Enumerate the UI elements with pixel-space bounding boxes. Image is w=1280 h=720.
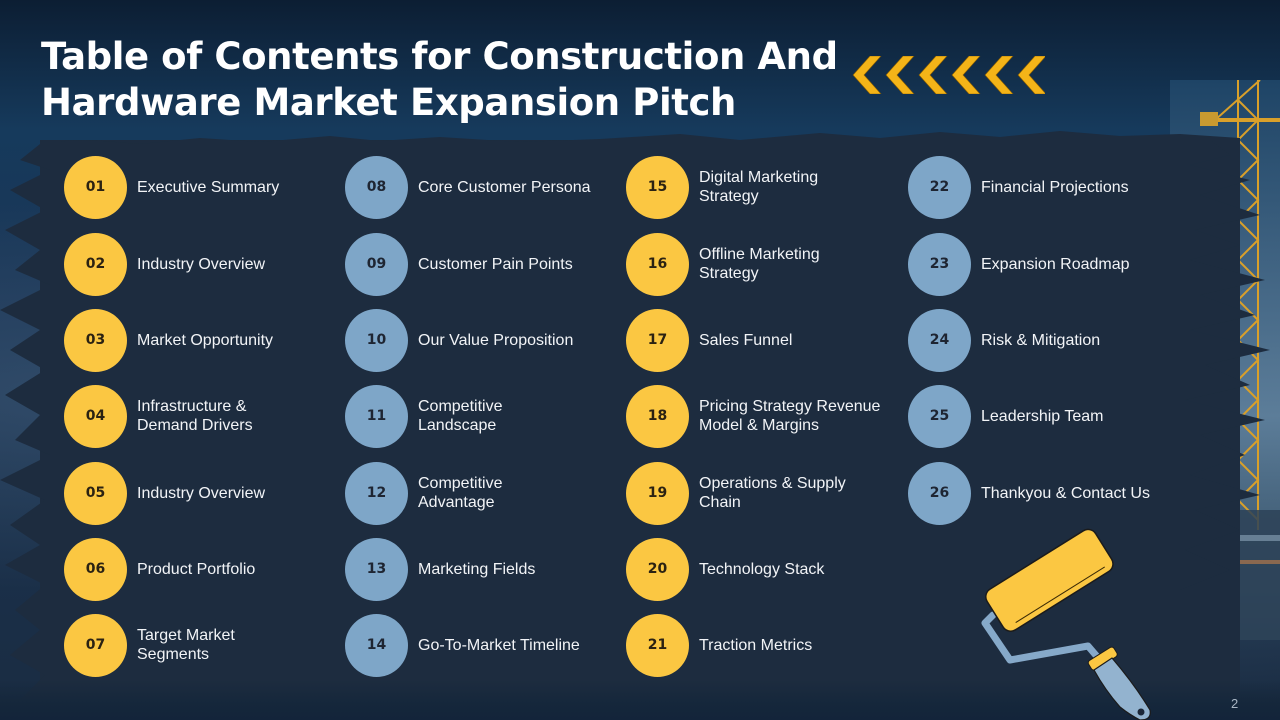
number-badge: 06 [64, 537, 127, 601]
toc-item-09[interactable]: 09 Customer Pain Points [345, 232, 573, 296]
number-badge: 09 [345, 232, 408, 296]
toc-label: Competitive Landscape [418, 398, 503, 434]
number-badge: 19 [626, 461, 689, 525]
toc-label: Financial Projections [981, 178, 1129, 196]
toc-label: Marketing Fields [418, 560, 536, 578]
toc-label: Operations & Supply Chain [699, 475, 846, 511]
number-badge: 11 [345, 384, 408, 448]
toc-label: Expansion Roadmap [981, 255, 1130, 273]
toc-item-19[interactable]: 19 Operations & Supply Chain [626, 461, 846, 525]
toc-item-21[interactable]: 21 Traction Metrics [626, 613, 812, 677]
toc-item-08[interactable]: 08 Core Customer Persona [345, 155, 591, 219]
toc-item-25[interactable]: 25 Leadership Team [908, 384, 1103, 448]
toc-item-12[interactable]: 12 Competitive Advantage [345, 461, 502, 525]
number-badge: 10 [345, 308, 408, 372]
toc-item-14[interactable]: 14 Go-To-Market Timeline [345, 613, 580, 677]
toc-label: Target Market Segments [137, 627, 235, 663]
toc-item-15[interactable]: 15 Digital Marketing Strategy [626, 155, 818, 219]
toc-item-24[interactable]: 24 Risk & Mitigation [908, 308, 1100, 372]
toc-label: Offline Marketing Strategy [699, 246, 820, 282]
paint-roller-icon [981, 528, 1151, 720]
toc-label: Traction Metrics [699, 636, 813, 654]
number-badge: 14 [345, 613, 408, 677]
page-title: Table of Contents for Construction And H… [41, 34, 841, 126]
number-badge: 04 [64, 384, 127, 448]
toc-label: Industry Overview [137, 484, 266, 502]
toc-item-10[interactable]: 10 Our Value Proposition [345, 308, 573, 372]
number-badge: 21 [626, 613, 689, 677]
number-badge: 03 [64, 308, 127, 372]
number-badge: 15 [626, 155, 689, 219]
number-badge: 26 [908, 461, 971, 525]
number-badge: 05 [64, 461, 127, 525]
toc-item-07[interactable]: 07 Target Market Segments [64, 613, 235, 677]
toc-item-20[interactable]: 20 Technology Stack [626, 537, 824, 601]
title-line-2: Hardware Market Expansion Pitch [41, 81, 736, 124]
toc-item-26[interactable]: 26 Thankyou & Contact Us [908, 461, 1150, 525]
toc-item-13[interactable]: 13 Marketing Fields [345, 537, 535, 601]
toc-item-22[interactable]: 22 Financial Projections [908, 155, 1129, 219]
number-badge: 25 [908, 384, 971, 448]
toc-item-06[interactable]: 06 Product Portfolio [64, 537, 255, 601]
number-badge: 18 [626, 384, 689, 448]
toc-label: Technology Stack [699, 560, 825, 578]
toc-item-23[interactable]: 23 Expansion Roadmap [908, 232, 1130, 296]
brush-edge-right [1170, 140, 1270, 630]
toc-label: Infrastructure & Demand Drivers [137, 398, 253, 434]
toc-label: Leadership Team [981, 407, 1104, 425]
number-badge: 23 [908, 232, 971, 296]
number-badge: 16 [626, 232, 689, 296]
toc-label: Our Value Proposition [418, 331, 574, 349]
toc-label: Core Customer Persona [418, 178, 591, 196]
title-line-1: Table of Contents for Construction And [41, 35, 838, 78]
toc-item-05[interactable]: 05 Industry Overview [64, 461, 265, 525]
toc-label: Product Portfolio [137, 560, 256, 578]
toc-item-18[interactable]: 18 Pricing Strategy Revenue Model & Marg… [626, 384, 880, 448]
number-badge: 17 [626, 308, 689, 372]
toc-label: Competitive Advantage [418, 475, 503, 511]
toc-label: Go-To-Market Timeline [418, 636, 580, 654]
toc-item-02[interactable]: 02 Industry Overview [64, 232, 265, 296]
toc-label: Risk & Mitigation [981, 331, 1101, 349]
number-badge: 02 [64, 232, 127, 296]
toc-label: Thankyou & Contact Us [981, 484, 1150, 502]
number-badge: 12 [345, 461, 408, 525]
number-badge: 22 [908, 155, 971, 219]
toc-label: Sales Funnel [699, 331, 793, 349]
brush-edge-top [40, 131, 1240, 150]
toc-item-01[interactable]: 01 Executive Summary [64, 155, 279, 219]
toc-item-11[interactable]: 11 Competitive Landscape [345, 384, 502, 448]
toc-label: Industry Overview [137, 255, 266, 273]
number-badge: 07 [64, 613, 127, 677]
number-badge: 13 [345, 537, 408, 601]
chevron-left-icon [852, 56, 1045, 94]
number-badge: 01 [64, 155, 127, 219]
toc-item-16[interactable]: 16 Offline Marketing Strategy [626, 232, 820, 296]
number-badge: 08 [345, 155, 408, 219]
toc-item-04[interactable]: 04 Infrastructure & Demand Drivers [64, 384, 253, 448]
brush-edge-left [0, 140, 60, 700]
toc-item-17[interactable]: 17 Sales Funnel [626, 308, 792, 372]
toc-label: Customer Pain Points [418, 255, 573, 273]
page-number: 2 [1231, 696, 1239, 711]
toc-label: Market Opportunity [137, 331, 274, 349]
toc-label: Executive Summary [137, 178, 280, 196]
toc-item-03[interactable]: 03 Market Opportunity [64, 308, 273, 372]
number-badge: 24 [908, 308, 971, 372]
toc-label: Pricing Strategy Revenue Model & Margins [699, 398, 881, 434]
number-badge: 20 [626, 537, 689, 601]
toc-label: Digital Marketing Strategy [699, 169, 819, 205]
ground-texture [0, 680, 1280, 720]
